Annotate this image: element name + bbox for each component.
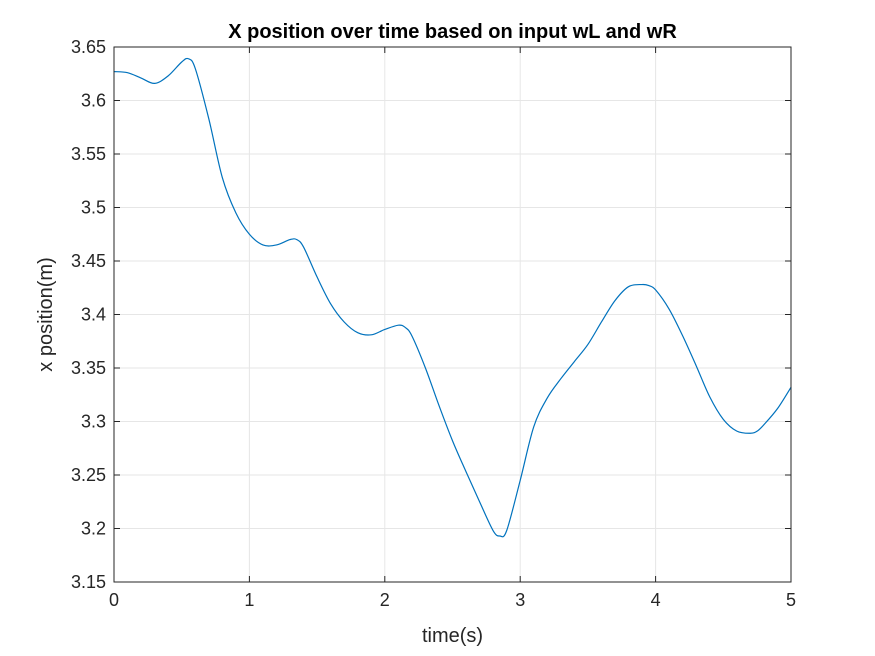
x-tick-label: 4 <box>651 590 661 610</box>
chart-title: X position over time based on input wL a… <box>228 21 677 43</box>
y-tick-label: 3.3 <box>81 412 106 432</box>
y-tick-label: 3.25 <box>71 465 106 485</box>
x-tick-label: 3 <box>515 590 525 610</box>
y-tick-label: 3.5 <box>81 198 106 218</box>
y-tick-label: 3.6 <box>81 91 106 111</box>
y-tick-label: 3.35 <box>71 358 106 378</box>
grid-layer <box>114 47 791 582</box>
y-axis-label: x position(m) <box>35 257 57 371</box>
y-tick-label: 3.2 <box>81 519 106 539</box>
y-tick-label: 3.4 <box>81 305 106 325</box>
y-tick-label: 3.65 <box>71 37 106 57</box>
x-tick-label: 0 <box>109 590 119 610</box>
tick-layer: 0 1 2 3 4 5 3.15 3.2 3.25 3.3 3.35 3.4 3.45 3.5 3.55 3.… <box>71 37 796 610</box>
y-tick-label: 3.45 <box>71 251 106 271</box>
y-tick-label: 3.15 <box>71 572 106 592</box>
data-layer <box>113 57 792 538</box>
x-tick-label: 5 <box>786 590 796 610</box>
x-axis-label: time(s) <box>422 625 483 647</box>
x-tick-label: 2 <box>380 590 390 610</box>
x-tick-label: 1 <box>244 590 254 610</box>
series-line-x-position <box>113 57 792 538</box>
y-tick-label: 3.55 <box>71 144 106 164</box>
